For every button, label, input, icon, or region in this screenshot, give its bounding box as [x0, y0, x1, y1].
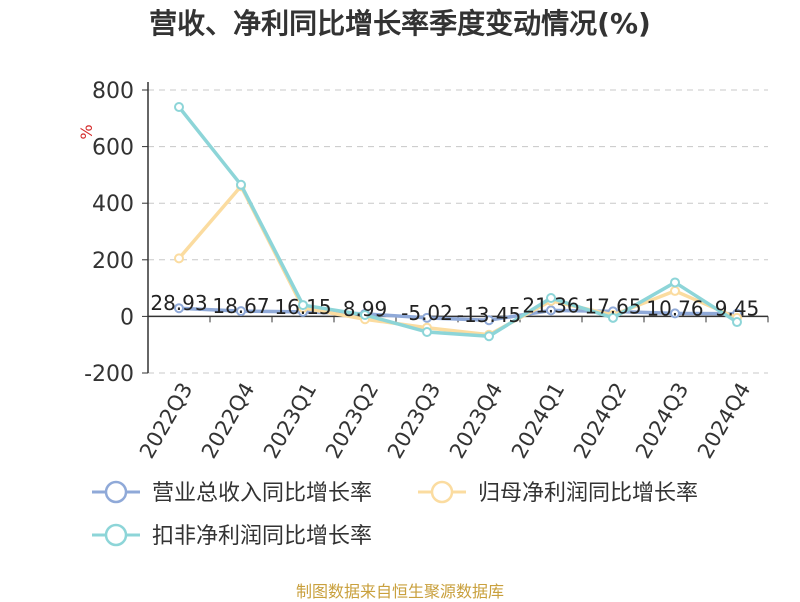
y-tick-label: 600 — [92, 136, 134, 161]
series-1-point — [546, 305, 556, 316]
x-tick-label: 2023Q4 — [445, 379, 507, 463]
legend-swatch-marker — [104, 480, 128, 504]
series-1-point — [670, 308, 680, 319]
x-tick-label: 2023Q1 — [259, 379, 321, 463]
legend-label: 扣非净利润同比增长率 — [152, 524, 372, 549]
legend-swatch-marker — [430, 480, 454, 504]
series-line-3 — [177, 105, 738, 338]
x-tick-label: 2024Q4 — [693, 379, 755, 463]
series-1-point — [236, 306, 246, 317]
series-3-point — [732, 317, 742, 328]
series-3-point — [298, 300, 308, 311]
data-label: 9.45 — [715, 297, 760, 321]
y-axis-unit: % — [77, 124, 96, 139]
x-tick-label: 2023Q3 — [383, 379, 445, 463]
data-label: 18.67 — [212, 294, 269, 318]
y-tick-label: 400 — [92, 192, 134, 217]
series-2-point — [670, 285, 680, 296]
source-note: 制图数据来自恒生聚源数据库 — [295, 582, 504, 601]
series-3-point — [360, 309, 370, 320]
y-tick-label: -200 — [84, 362, 134, 387]
data-label: 10.76 — [646, 296, 703, 320]
series-3-point — [422, 326, 432, 337]
data-label: 17.65 — [584, 294, 641, 318]
y-tick-label: 0 — [120, 305, 134, 330]
legend-label: 营业总收入同比增长率 — [152, 481, 372, 506]
chart-title: 营收、净利同比增长率季度变动情况(%) — [149, 7, 651, 40]
x-tick-label: 2024Q3 — [631, 379, 693, 463]
data-label: 21.36 — [522, 293, 579, 317]
series-1-point — [484, 315, 494, 326]
series-3-point — [608, 312, 618, 323]
y-tick-label: 200 — [92, 249, 134, 274]
series-2-point — [174, 253, 184, 264]
series-3-point — [670, 277, 680, 288]
x-tick-label: 2022Q3 — [135, 379, 197, 463]
data-label: 16.15 — [274, 295, 331, 319]
x-tick-label: 2022Q4 — [197, 379, 259, 463]
x-tick-label: 2024Q2 — [569, 379, 631, 463]
x-tick-label: 2023Q2 — [321, 379, 383, 463]
series-1-point — [422, 312, 432, 323]
series-3-point — [236, 179, 246, 190]
data-label: -5.02 — [401, 301, 453, 325]
series-3-point — [174, 101, 184, 112]
series-line-1 — [178, 306, 738, 322]
data-label: -13.45 — [457, 303, 521, 327]
series-1-point — [174, 303, 184, 314]
x-tick-label: 2024Q1 — [507, 379, 569, 463]
y-tick-label: 800 — [92, 79, 134, 104]
legend-label: 归母净利润同比增长率 — [478, 481, 698, 506]
data-label: 8.99 — [343, 297, 388, 321]
series-3-point — [546, 293, 556, 304]
series-3-point — [484, 331, 494, 342]
data-label: 28.93 — [150, 291, 207, 315]
legend-swatch-marker — [104, 523, 128, 547]
